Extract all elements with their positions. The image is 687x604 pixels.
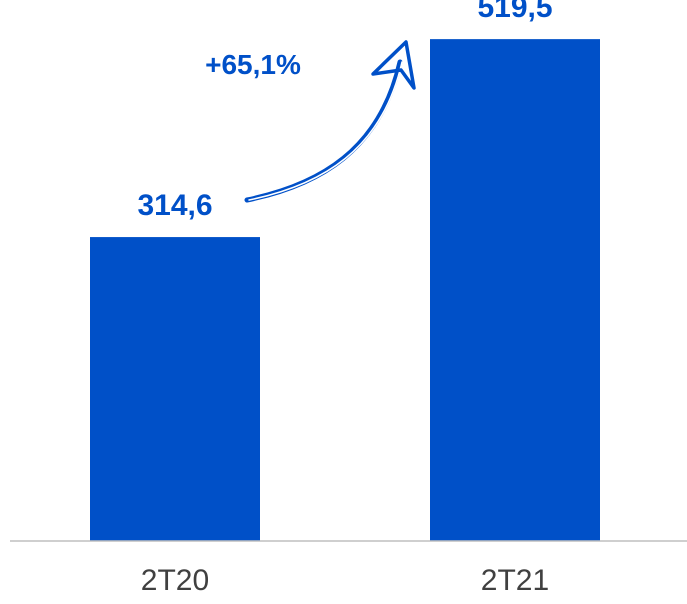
growth-annotation: +65,1% [205,40,416,203]
bar-2t20 [90,237,260,542]
category-label-2t21: 2T21 [481,564,549,597]
growth-arrow-head-icon [371,40,416,90]
value-labels-group: 314,6 519,5 [137,0,552,222]
bar-2t21 [430,39,600,542]
category-labels-group: 2T20 2T21 [141,564,549,597]
category-label-2t20: 2T20 [141,564,209,597]
value-label-2t20: 314,6 [137,189,212,222]
growth-arrow-inner-stroke [248,61,403,201]
bars-group [90,39,600,542]
growth-percent-label: +65,1% [205,49,301,80]
growth-arrow-icon [244,59,403,203]
value-label-2t21: 519,5 [477,0,552,24]
